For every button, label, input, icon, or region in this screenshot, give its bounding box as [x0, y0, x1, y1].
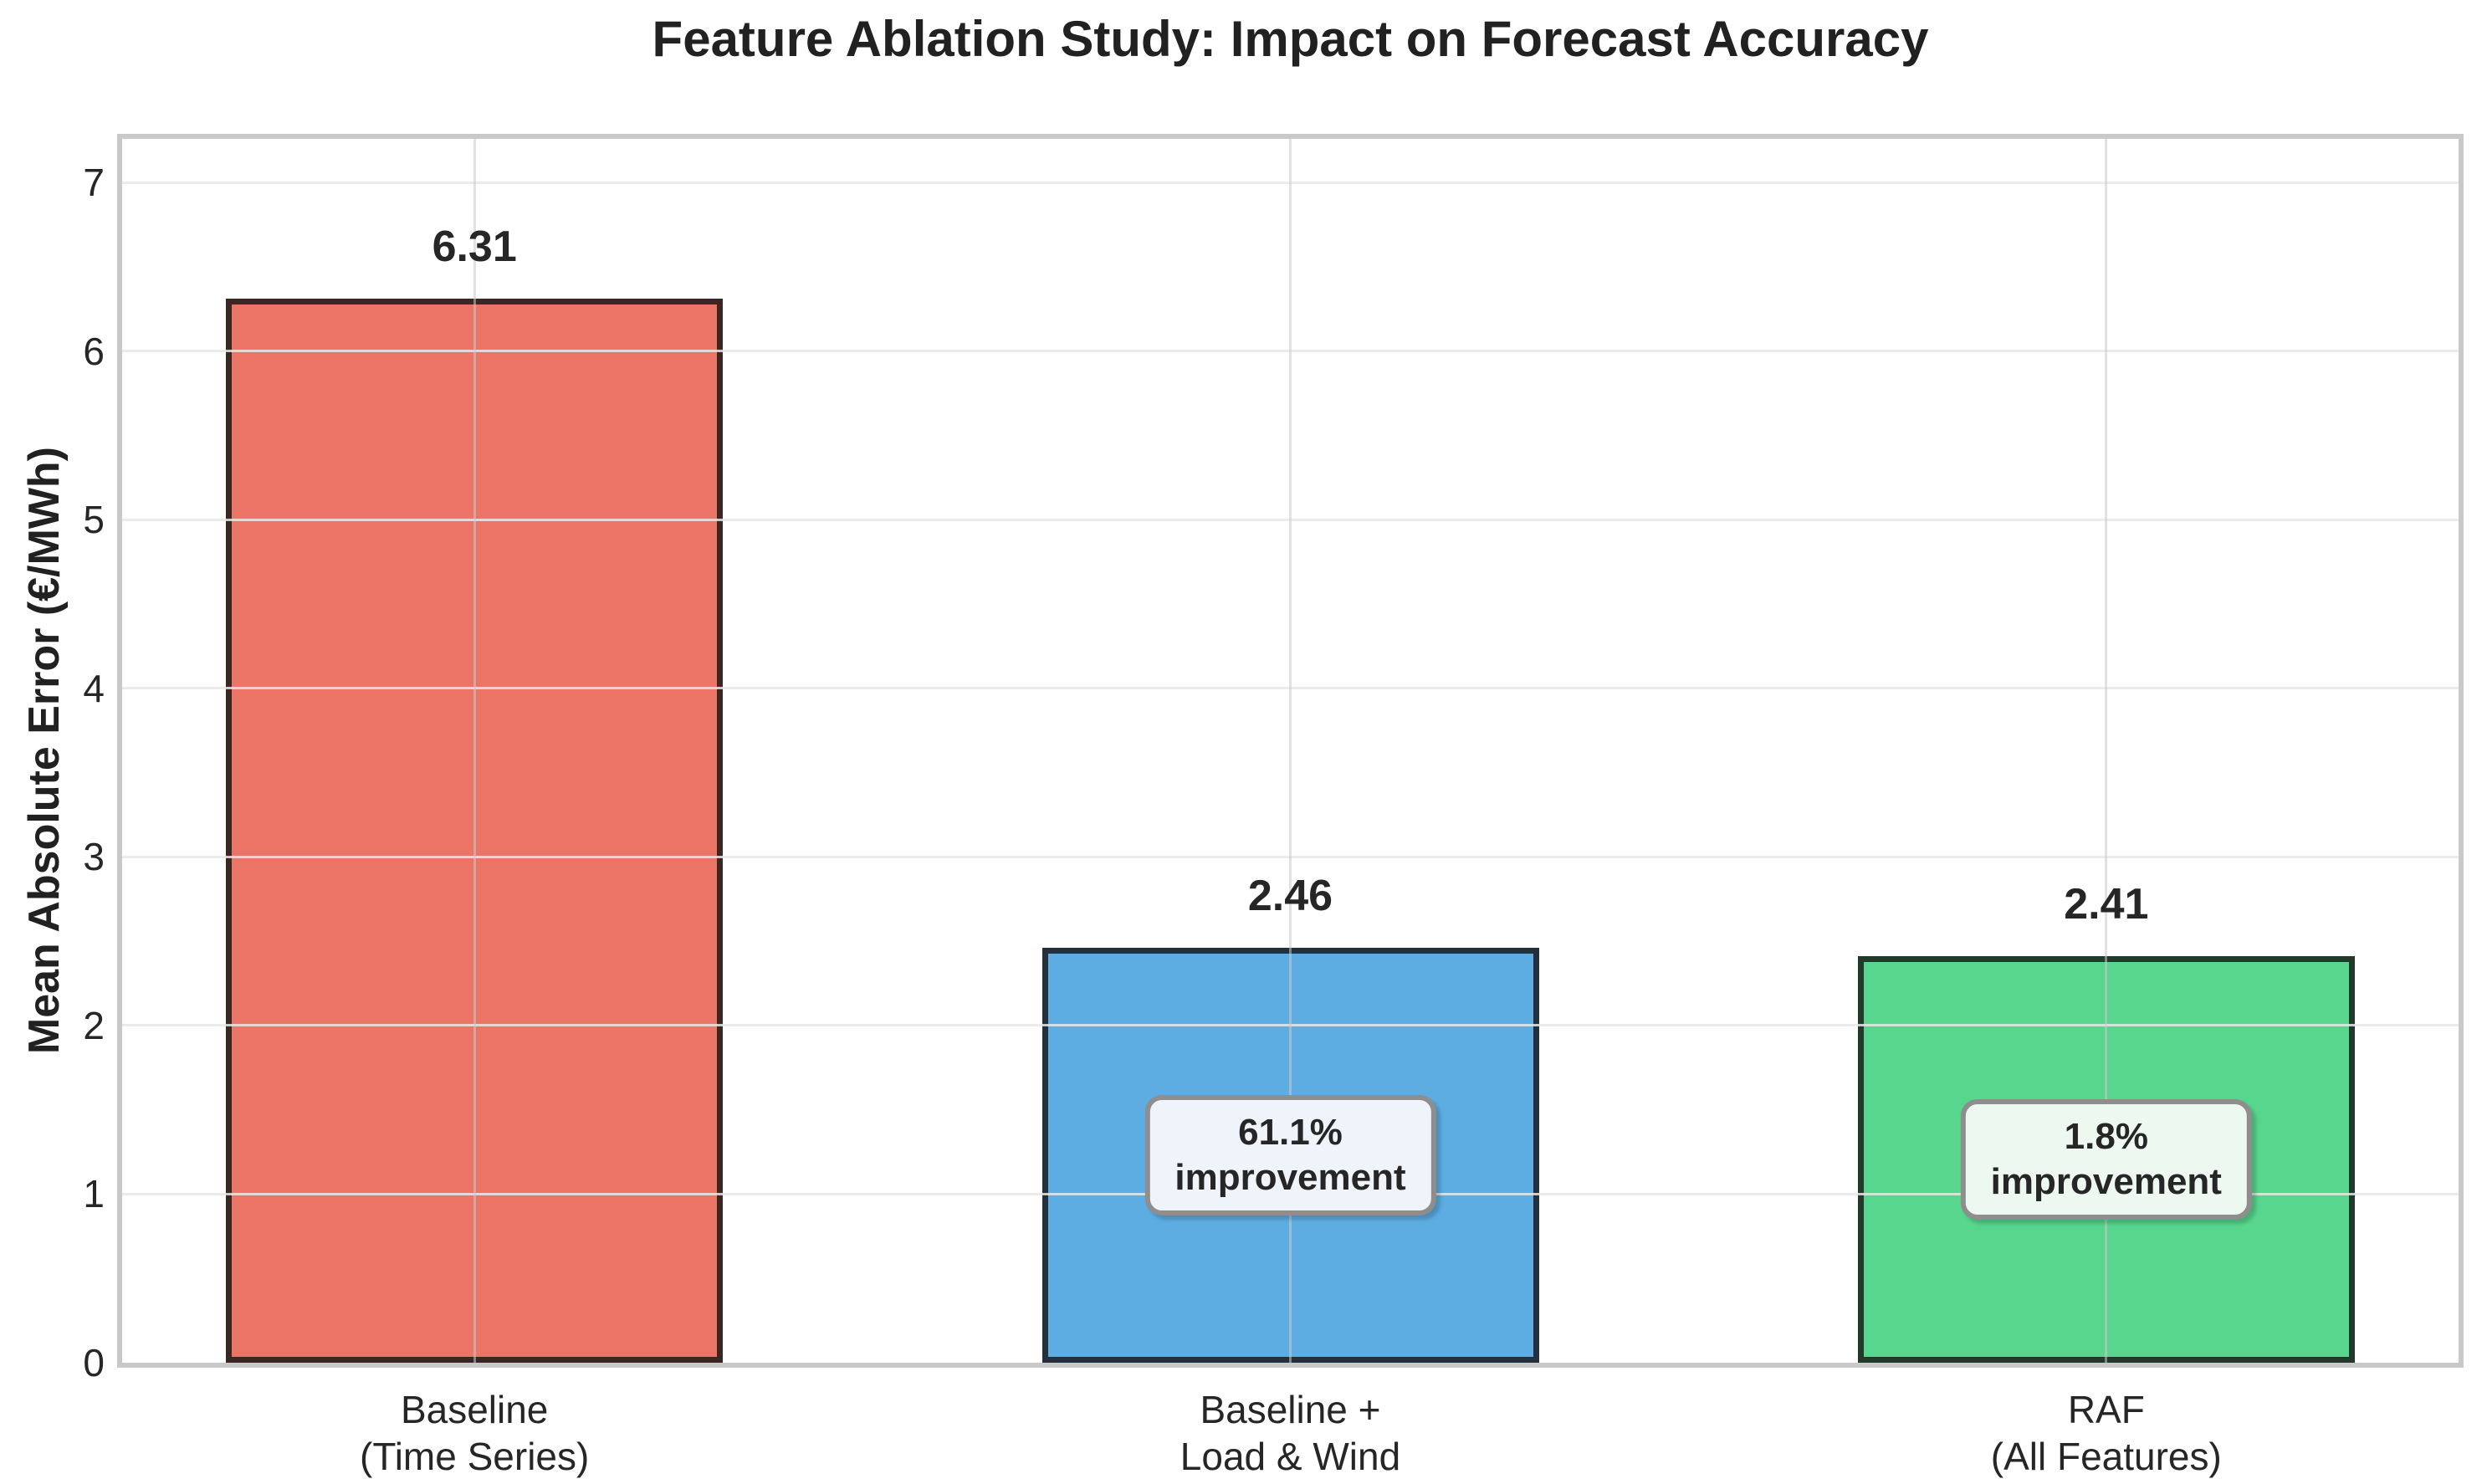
y-tick-label: 2	[83, 1003, 105, 1047]
y-tick-label: 0	[83, 1341, 105, 1384]
y-tick-label: 5	[83, 498, 105, 542]
y-tick-label: 1	[83, 1172, 105, 1216]
improvement-annotation: 61.1% improvement	[1144, 1095, 1436, 1216]
improvement-annotation: 1.8% improvement	[1960, 1099, 2252, 1220]
bar-value-label: 2.46	[1247, 872, 1333, 921]
bar-value-label: 6.31	[432, 223, 517, 272]
y-gridline	[122, 181, 2459, 184]
bar-1	[226, 299, 724, 1363]
chart-title: Feature Ablation Study: Impact on Foreca…	[652, 11, 1929, 67]
x-tick-label: RAF (All Features)	[1990, 1388, 2222, 1478]
x-tick-label: Baseline (Time Series)	[360, 1388, 590, 1478]
bar-value-label: 2.41	[2064, 880, 2149, 929]
y-tick-label: 7	[83, 161, 105, 205]
y-tick-label: 6	[83, 329, 105, 373]
y-tick-label: 4	[83, 666, 105, 710]
x-tick-label: Baseline + Load & Wind	[1180, 1388, 1401, 1478]
y-tick-label: 3	[83, 835, 105, 879]
